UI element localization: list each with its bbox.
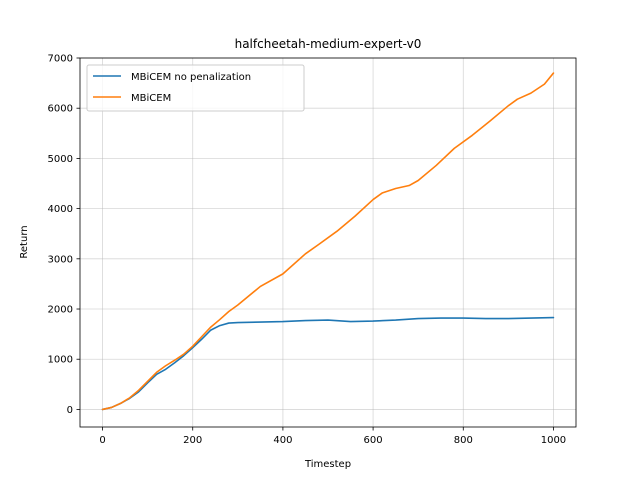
y-axis-label: Return [19,225,30,258]
legend-box [86,64,305,112]
y-tick-label: 4000 [48,204,73,215]
y-axis-ticks: 0 1000 2000 3000 4000 5000 6000 7000 [48,54,80,416]
x-tick-label: 1000 [541,435,566,446]
legend-label-mbicem-no-penalization: MBiCEM no penalization [131,72,251,83]
x-axis-label: Timestep [304,459,351,470]
y-tick-label: 7000 [48,54,73,65]
legend-label-mbicem: MBiCEM [131,93,171,104]
plot-frame [79,57,577,428]
x-tick-label: 800 [454,435,473,446]
series-lines [101,72,555,411]
y-tick-label: 2000 [48,305,73,316]
series-line-mbicem-no-penalization [101,316,555,411]
y-tick-label: 1000 [48,355,73,366]
y-tick-label: 0 [67,405,73,416]
y-tick-label: 5000 [48,154,73,165]
x-tick-label: 200 [183,435,202,446]
series-line-mbicem [101,72,555,411]
y-tick-label: 6000 [48,104,73,115]
chart-title: halfcheetah-medium-expert-v0 [235,37,422,51]
x-axis-ticks: 0 200 400 600 800 1000 [99,427,566,446]
legend: MBiCEM no penalization MBiCEM [86,64,305,112]
x-tick-label: 0 [99,435,105,446]
y-tick-label: 3000 [48,254,73,265]
x-tick-label: 400 [273,435,292,446]
grid [80,57,576,427]
x-tick-label: 600 [364,435,383,446]
